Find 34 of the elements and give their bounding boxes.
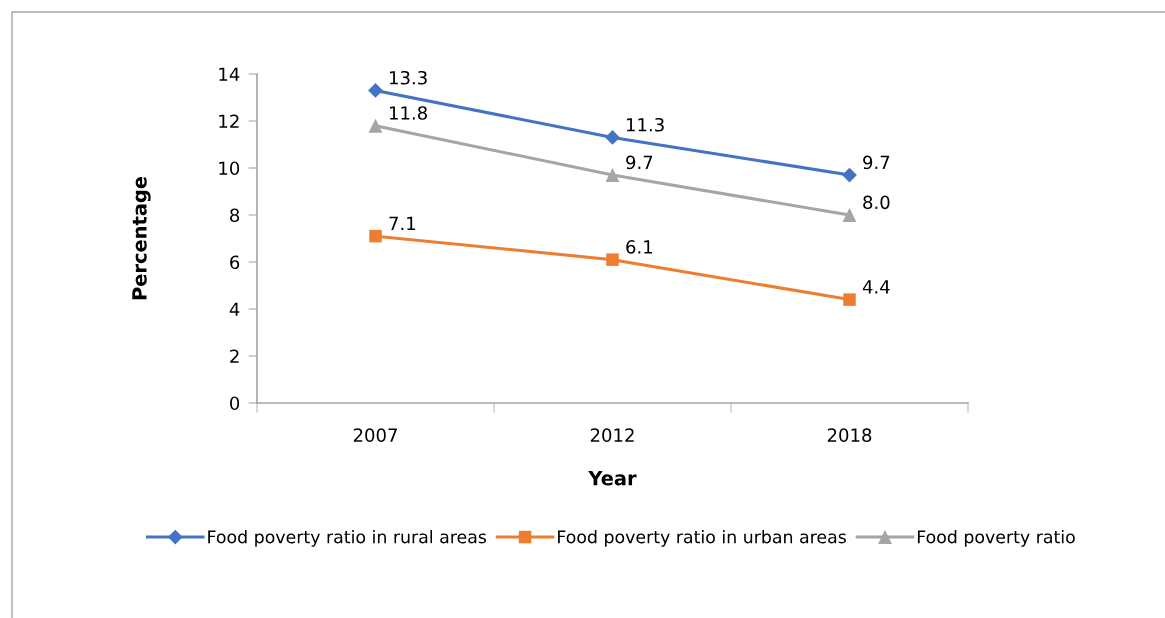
data-label: 9.7 bbox=[863, 155, 890, 170]
legend-label: Food poverty ratio in rural areas bbox=[208, 529, 487, 547]
point bbox=[368, 118, 383, 133]
y-tick-label: 2 bbox=[230, 349, 239, 363]
y-tick-label: 12 bbox=[219, 114, 239, 128]
legend-label: Food poverty ratio in urban areas bbox=[558, 529, 846, 547]
x-axis-title: Year bbox=[588, 471, 637, 486]
x-tick-label: 2012 bbox=[590, 428, 634, 442]
point bbox=[605, 168, 620, 182]
point bbox=[843, 293, 856, 306]
x-tick-label: 2018 bbox=[827, 428, 872, 442]
data-label: 11.8 bbox=[389, 106, 427, 120]
point bbox=[605, 130, 620, 145]
point bbox=[606, 253, 619, 266]
y-tick-label: 6 bbox=[230, 255, 240, 270]
legend-label: Food poverty ratio bbox=[917, 529, 1075, 547]
y-tick-label: 10 bbox=[219, 161, 240, 176]
point bbox=[368, 83, 383, 98]
data-label: 13.3 bbox=[389, 70, 427, 85]
data-label: 6.1 bbox=[626, 240, 653, 254]
x-tick-label: 2007 bbox=[353, 428, 397, 442]
y-axis-title: Percentage bbox=[132, 176, 151, 300]
point bbox=[369, 229, 382, 243]
y-tick-label: 8 bbox=[230, 208, 240, 223]
data-label: 9.7 bbox=[626, 155, 653, 170]
point bbox=[842, 167, 857, 183]
y-tick-label: 14 bbox=[219, 67, 240, 81]
data-label: 7.1 bbox=[389, 216, 416, 231]
point bbox=[842, 208, 857, 222]
y-tick-label: 4 bbox=[229, 302, 240, 316]
data-label: 11.3 bbox=[626, 117, 664, 132]
data-label: 8.0 bbox=[863, 195, 890, 210]
data-label: 4.4 bbox=[862, 280, 890, 294]
y-tick-label: 0 bbox=[230, 396, 240, 411]
